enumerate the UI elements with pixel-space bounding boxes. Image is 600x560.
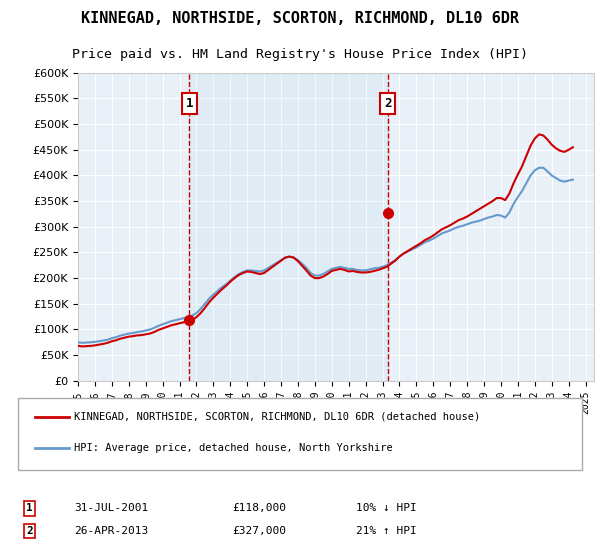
- Text: 1: 1: [26, 503, 32, 514]
- Text: 21% ↑ HPI: 21% ↑ HPI: [356, 526, 417, 536]
- Text: 1: 1: [185, 97, 193, 110]
- Text: 10% ↓ HPI: 10% ↓ HPI: [356, 503, 417, 514]
- Text: £327,000: £327,000: [232, 526, 286, 536]
- Text: 2: 2: [26, 526, 32, 536]
- Text: 2: 2: [384, 97, 392, 110]
- FancyBboxPatch shape: [18, 398, 582, 470]
- Text: KINNEGAD, NORTHSIDE, SCORTON, RICHMOND, DL10 6DR (detached house): KINNEGAD, NORTHSIDE, SCORTON, RICHMOND, …: [74, 412, 481, 422]
- Text: 31-JUL-2001: 31-JUL-2001: [74, 503, 149, 514]
- Text: HPI: Average price, detached house, North Yorkshire: HPI: Average price, detached house, Nort…: [74, 443, 393, 453]
- Text: 26-APR-2013: 26-APR-2013: [74, 526, 149, 536]
- Text: £118,000: £118,000: [232, 503, 286, 514]
- Text: Price paid vs. HM Land Registry's House Price Index (HPI): Price paid vs. HM Land Registry's House …: [72, 48, 528, 61]
- Text: KINNEGAD, NORTHSIDE, SCORTON, RICHMOND, DL10 6DR: KINNEGAD, NORTHSIDE, SCORTON, RICHMOND, …: [81, 11, 519, 26]
- Bar: [190, 73, 388, 381]
